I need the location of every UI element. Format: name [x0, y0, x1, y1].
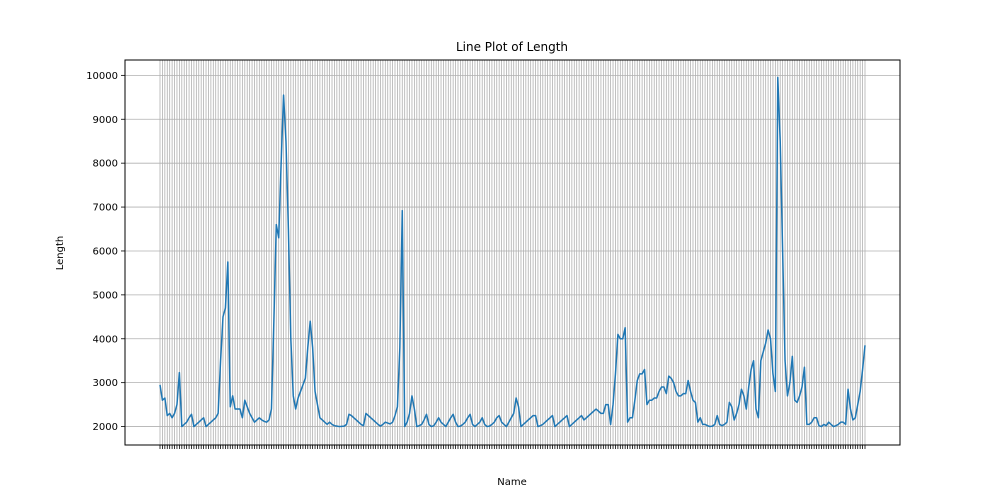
y-axis-label: Length — [55, 236, 66, 271]
y-tick-label: 9000 — [93, 115, 118, 126]
y-tick-label: 2000 — [93, 422, 118, 433]
series-line-length — [159, 76, 866, 428]
chart-title: Line Plot of Length — [456, 40, 568, 54]
x-axis-label: Name — [497, 477, 527, 488]
x-axis-ticks — [159, 445, 866, 449]
y-axis-ticks: 2000 3000 4000 5000 6000 7000 8000 9000 10000 — [86, 71, 125, 433]
y-tick-label: 5000 — [93, 290, 118, 301]
y-tick-label: 4000 — [93, 334, 118, 345]
y-tick-label: 8000 — [93, 159, 118, 170]
plot-frame — [124, 59, 901, 446]
x-gridlines — [159, 60, 866, 445]
y-tick-label: 7000 — [93, 203, 118, 214]
y-tick-label: 10000 — [86, 71, 118, 82]
y-tick-label: 6000 — [93, 246, 118, 257]
y-tick-label: 3000 — [93, 378, 118, 389]
